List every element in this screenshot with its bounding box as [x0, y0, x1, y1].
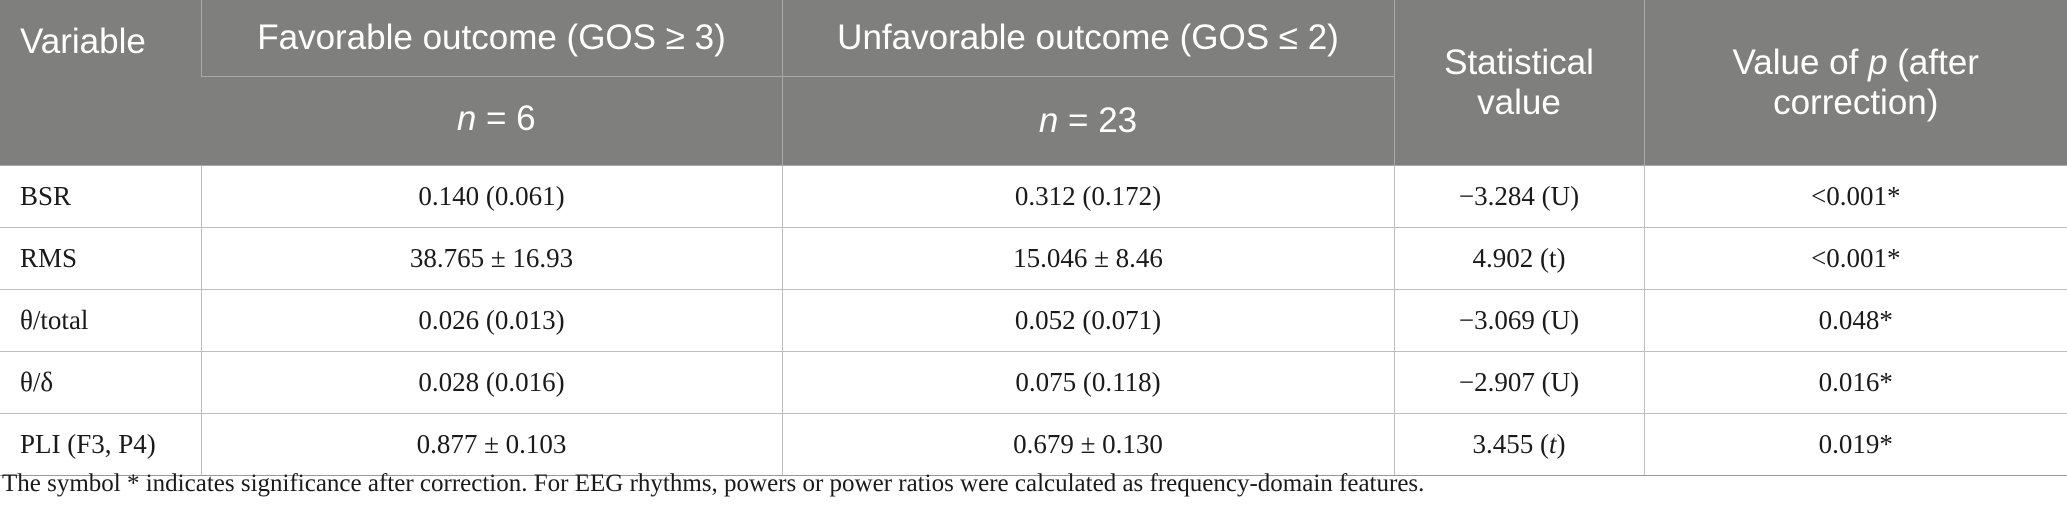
cell-p: 0.048* — [1643, 289, 2067, 352]
stat-italic: t — [1548, 429, 1557, 459]
cell-p: 0.016* — [1643, 351, 2067, 414]
cell-p: <0.001* — [1643, 165, 2067, 228]
cell-favorable: 0.140 (0.061) — [200, 165, 782, 228]
header-p-line2: correction) — [1773, 82, 1939, 122]
unfavorable-n-value: = 23 — [1058, 101, 1138, 140]
cell-stat: −2.907 (U) — [1393, 351, 1644, 414]
header-statistical-value: Statistical value — [1393, 0, 1644, 166]
table-row: θ/δ 0.028 (0.016) 0.075 (0.118) −2.907 (… — [0, 351, 2067, 414]
cell-variable: θ/δ — [0, 351, 201, 414]
header-favorable: Favorable outcome (GOS ≥ 3) — [200, 0, 782, 77]
cell-favorable: 38.765 ± 16.93 — [200, 227, 782, 290]
favorable-n-value: = 6 — [476, 99, 536, 138]
header-statistical-line2: value — [1477, 82, 1561, 122]
header-unfavorable: Unfavorable outcome (GOS ≤ 2) — [781, 0, 1394, 77]
header-variable: Variable — [0, 0, 201, 166]
table-row: θ/total 0.026 (0.013) 0.052 (0.071) −3.0… — [0, 289, 2067, 352]
header-statistical-line1: Statistical — [1444, 42, 1594, 82]
cell-variable: PLI (F3, P4) — [0, 413, 201, 476]
table-row: PLI (F3, P4) 0.877 ± 0.103 0.679 ± 0.130… — [0, 413, 2067, 476]
cell-unfavorable: 0.312 (0.172) — [781, 165, 1394, 228]
cell-unfavorable: 0.052 (0.071) — [781, 289, 1394, 352]
cell-unfavorable: 0.075 (0.118) — [781, 351, 1394, 414]
header-p-prefix: Value of — [1732, 42, 1869, 82]
cell-favorable: 0.877 ± 0.103 — [200, 413, 782, 476]
cell-stat: 4.902 (t) — [1393, 227, 1644, 290]
header-p-italic: p — [1868, 42, 1888, 82]
cell-favorable: 0.028 (0.016) — [200, 351, 782, 414]
header-p-suffix: (after — [1887, 42, 1979, 82]
cell-stat: −3.284 (U) — [1393, 165, 1644, 228]
stat-value: 3.455 ( — [1472, 429, 1549, 459]
cell-p: 0.019* — [1643, 413, 2067, 476]
cell-unfavorable: 0.679 ± 0.130 — [781, 413, 1394, 476]
header-favorable-n: n = 6 — [201, 76, 782, 166]
cell-p: <0.001* — [1643, 227, 2067, 290]
cell-variable: θ/total — [0, 289, 201, 352]
header-p-value: Value of p (after correction) — [1643, 0, 2067, 166]
n-symbol: n — [456, 99, 477, 138]
table-row: RMS 38.765 ± 16.93 15.046 ± 8.46 4.902 (… — [0, 227, 2067, 290]
cell-unfavorable: 15.046 ± 8.46 — [781, 227, 1394, 290]
results-table: Variable Favorable outcome (GOS ≥ 3) Unf… — [0, 0, 2067, 476]
table-footnote: The symbol * indicates significance afte… — [2, 470, 1425, 497]
n-symbol: n — [1038, 101, 1059, 140]
cell-variable: BSR — [0, 165, 201, 228]
table-row: BSR 0.140 (0.061) 0.312 (0.172) −3.284 (… — [0, 165, 2067, 228]
cell-stat: −3.069 (U) — [1393, 289, 1644, 352]
cell-stat: 3.455 (t) — [1393, 413, 1644, 476]
stat-close: ) — [1556, 429, 1566, 459]
cell-variable: RMS — [0, 227, 201, 290]
header-unfavorable-n: n = 23 — [781, 76, 1394, 166]
cell-favorable: 0.026 (0.013) — [200, 289, 782, 352]
table-header: Variable Favorable outcome (GOS ≥ 3) Unf… — [0, 0, 2067, 166]
